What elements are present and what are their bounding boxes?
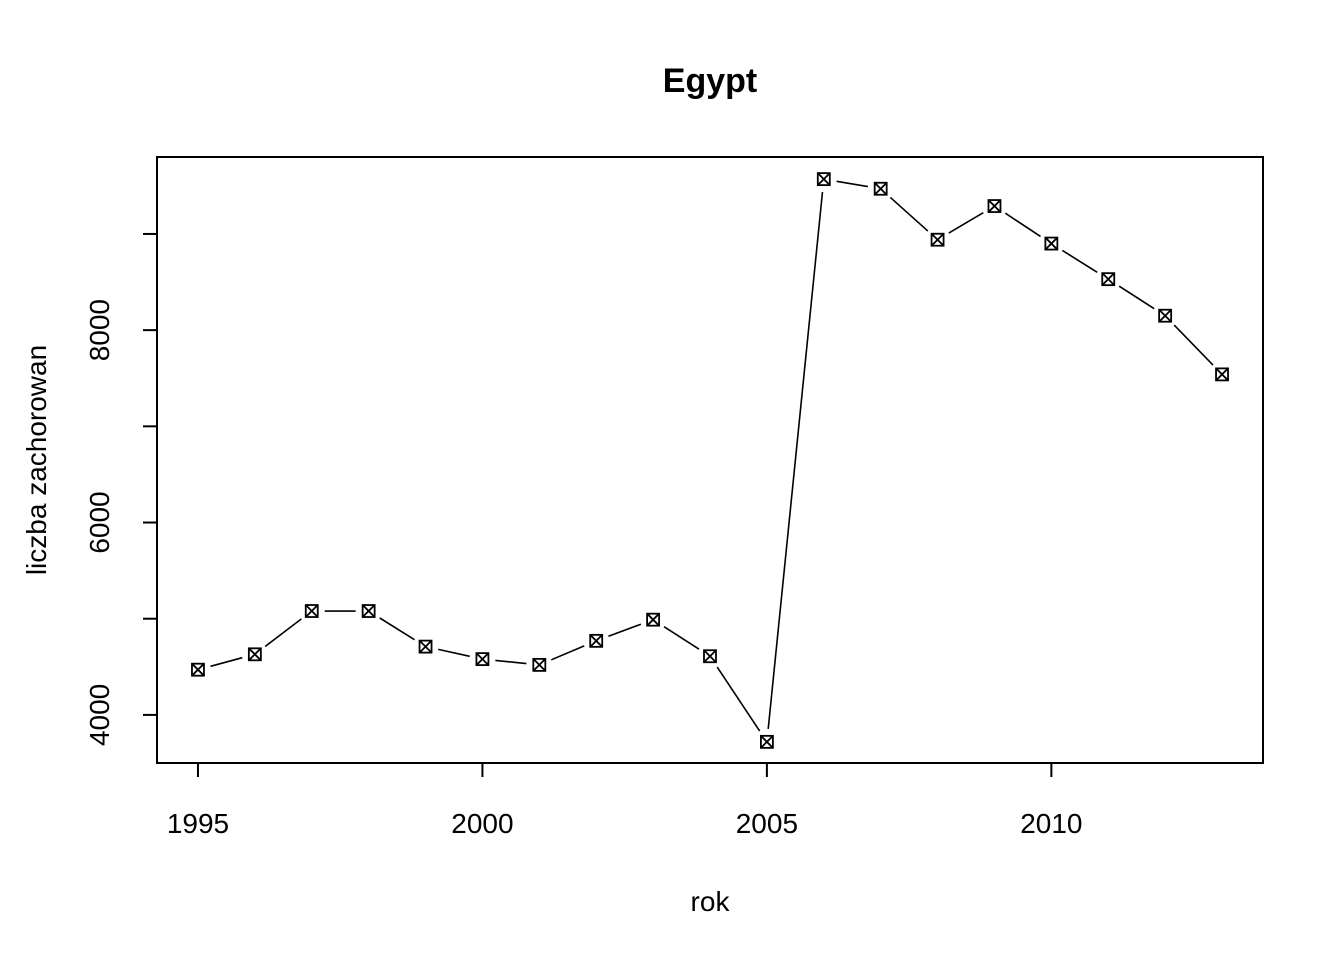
data-point <box>930 232 945 247</box>
point-cross <box>930 233 945 247</box>
data-point <box>1101 272 1116 287</box>
point-box <box>1158 308 1173 323</box>
y-tick-label: 4000 <box>84 684 115 746</box>
x-tick-label: 2005 <box>736 808 798 839</box>
y-tick-label: 8000 <box>84 299 115 361</box>
data-point <box>475 652 490 667</box>
point-box <box>1215 367 1229 382</box>
line-segment <box>663 626 700 650</box>
data-point <box>816 172 831 187</box>
point-cross <box>874 182 888 196</box>
x-tick-label: 2000 <box>451 808 513 839</box>
data-point <box>759 734 774 749</box>
line-segment <box>210 656 243 668</box>
point-box <box>191 662 205 677</box>
line-segment <box>948 211 984 234</box>
series-points <box>191 172 1229 749</box>
data-point <box>361 604 376 618</box>
line-segment <box>608 623 642 638</box>
point-cross <box>532 658 546 672</box>
data-point <box>418 639 433 654</box>
data-point <box>532 657 547 672</box>
line-segment <box>1004 212 1041 238</box>
series-line <box>210 180 1214 732</box>
chart-title: Egypt <box>663 62 757 100</box>
data-point <box>247 647 262 662</box>
point-cross <box>362 604 376 618</box>
data-point <box>589 633 604 648</box>
point-cross <box>1044 236 1058 251</box>
point-box <box>532 657 547 672</box>
point-cross <box>418 639 433 654</box>
data-point <box>1044 236 1059 251</box>
point-box <box>589 633 604 648</box>
point-box <box>646 612 661 627</box>
point-cross <box>1158 309 1172 323</box>
point-box <box>1101 272 1116 287</box>
line-segment <box>550 645 585 661</box>
point-cross <box>589 634 603 648</box>
line-segment <box>1173 324 1214 366</box>
line-segment <box>889 196 929 232</box>
line-segment <box>264 618 302 648</box>
point-box <box>703 649 717 664</box>
point-box <box>475 652 490 667</box>
y-axis: 4000 6000 8000 <box>84 232 158 746</box>
point-cross <box>646 613 660 627</box>
point-cross <box>1215 367 1229 382</box>
point-cross <box>760 735 774 749</box>
point-box <box>873 181 888 196</box>
line-segment <box>438 648 470 658</box>
line-segment <box>379 617 415 641</box>
line-segment <box>767 191 824 729</box>
point-cross <box>305 604 319 618</box>
data-point <box>703 649 717 664</box>
point-box <box>418 639 433 654</box>
line-segment <box>836 180 868 188</box>
point-box <box>247 647 262 662</box>
line-segment <box>716 666 761 732</box>
point-cross <box>1101 272 1115 286</box>
plot-frame <box>156 156 1264 764</box>
data-point <box>1158 308 1173 323</box>
point-cross <box>987 199 1002 213</box>
x-tick-label: 1995 <box>167 808 229 839</box>
point-box <box>759 734 774 749</box>
point-box <box>930 232 945 247</box>
data-point <box>987 199 1002 213</box>
point-cross <box>703 649 717 663</box>
point-cross <box>248 647 262 661</box>
point-box <box>1044 236 1059 251</box>
x-tick-label: 2010 <box>1020 808 1082 839</box>
data-point <box>646 612 661 627</box>
y-axis-label: liczba zachorowan <box>21 345 52 575</box>
point-box <box>361 604 376 618</box>
line-segment <box>1061 249 1098 273</box>
point-cross <box>817 172 831 186</box>
data-point <box>1215 367 1229 382</box>
x-axis: 1995 2000 2005 2010 <box>167 762 1083 839</box>
x-axis-label: rok <box>691 886 731 917</box>
data-point <box>304 604 319 618</box>
data-point <box>191 662 205 677</box>
line-segment <box>495 659 527 665</box>
point-cross <box>475 652 490 666</box>
line-segment <box>1118 285 1155 310</box>
point-box <box>816 172 831 187</box>
data-point <box>873 181 888 196</box>
point-cross <box>191 663 205 677</box>
point-box <box>987 199 1002 213</box>
point-box <box>304 604 319 618</box>
y-tick-label: 6000 <box>84 491 115 553</box>
